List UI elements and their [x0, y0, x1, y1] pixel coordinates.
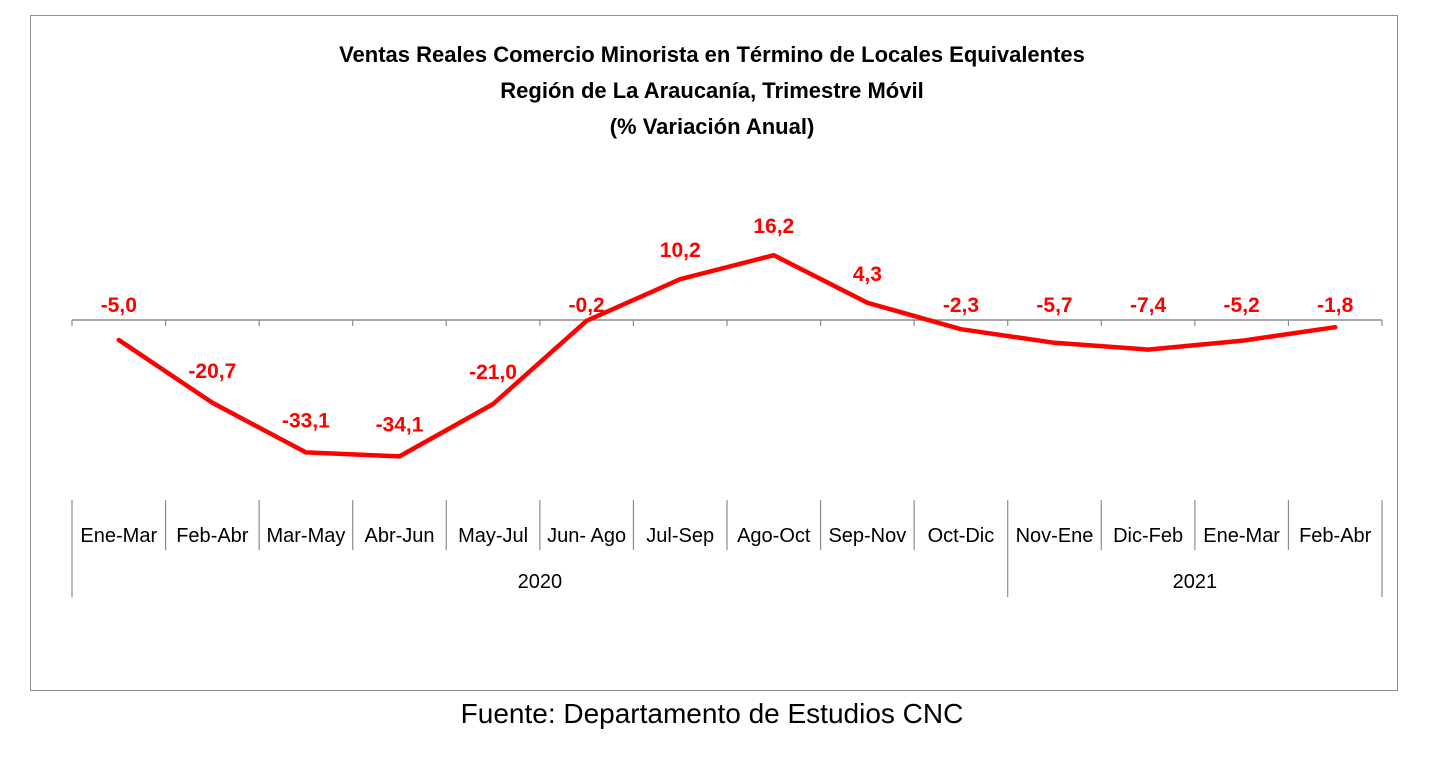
data-label: -5,7: [1036, 294, 1072, 317]
x-tick-label: Abr-Jun: [364, 525, 434, 547]
data-label: -20,7: [188, 360, 236, 383]
data-label: -1,8: [1317, 294, 1354, 317]
x-tick-label: Mar-May: [266, 525, 345, 547]
x-tick-label: Feb-Abr: [176, 525, 249, 547]
data-point: [958, 327, 963, 332]
data-label: -21,0: [469, 361, 517, 384]
data-point: [397, 454, 402, 459]
x-tick-label: Jun- Ago: [547, 525, 626, 547]
x-tick-label: Ene-Mar: [1203, 525, 1280, 547]
data-label: -33,1: [282, 409, 330, 432]
data-point: [210, 400, 215, 405]
data-point: [584, 318, 589, 323]
x-tick-label: May-Jul: [458, 525, 528, 547]
x-tick-label: Jul-Sep: [646, 525, 714, 547]
data-point: [1146, 347, 1151, 352]
x-tick-label: Ago-Oct: [737, 525, 811, 547]
data-label: -2,3: [943, 294, 979, 317]
data-label: 10,2: [660, 239, 701, 262]
data-label: -0,2: [569, 294, 605, 317]
data-label: 16,2: [753, 215, 794, 238]
data-point: [1239, 338, 1244, 343]
data-point: [491, 402, 496, 406]
x-tick-label: Ene-Mar: [80, 525, 157, 547]
chart-subtitle-units: (% Variación Anual): [609, 114, 815, 139]
data-point: [771, 253, 776, 258]
data-point: [678, 277, 683, 282]
x-tick-label: Feb-Abr: [1299, 525, 1372, 547]
data-label: -7,4: [1130, 294, 1167, 317]
chart-subtitle: Región de La Araucanía, Trimestre Móvil: [500, 78, 924, 103]
series-line: [116, 252, 1338, 459]
data-point: [303, 450, 308, 455]
line-chart: Ene-Mar Feb-Abr Mar-May Abr-Jun May-Jul Jun- …: [71, 215, 1383, 597]
x-tick-label: Nov-Ene: [1016, 525, 1094, 547]
year-group-label: 2020: [518, 571, 563, 593]
chart-frame: [30, 15, 1398, 691]
data-point: [865, 300, 870, 305]
data-label: 4,3: [853, 263, 882, 286]
data-point: [1333, 325, 1338, 330]
x-tick-label: Oct-Dic: [928, 525, 995, 547]
year-group-label: 2021: [1173, 571, 1218, 593]
data-label: -5,2: [1224, 294, 1260, 317]
chart-title: Ventas Reales Comercio Minorista en Térm…: [339, 42, 1085, 67]
x-tick-label: Dic-Feb: [1113, 525, 1183, 547]
data-label: -5,0: [101, 294, 137, 317]
data-point: [116, 338, 121, 342]
data-point: [1052, 340, 1057, 345]
source-note: Fuente: Departamento de Estudios CNC: [460, 698, 964, 729]
data-label: -34,1: [376, 413, 424, 436]
x-tick-label: Sep-Nov: [828, 525, 906, 547]
